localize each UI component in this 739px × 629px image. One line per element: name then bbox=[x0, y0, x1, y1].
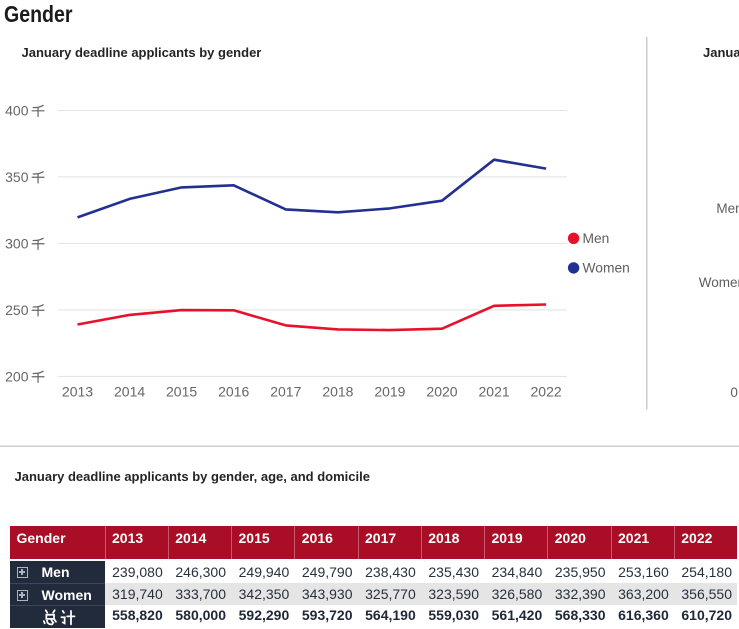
svg-text:2022: 2022 bbox=[531, 383, 562, 399]
svg-text:2013: 2013 bbox=[62, 383, 93, 399]
svg-text:2021: 2021 bbox=[479, 383, 510, 399]
svg-text:2018: 2018 bbox=[322, 383, 353, 399]
svg-text:2016: 2016 bbox=[218, 383, 249, 399]
svg-text:2014: 2014 bbox=[114, 383, 145, 399]
svg-text:2019: 2019 bbox=[374, 383, 405, 399]
svg-text:400: 400 bbox=[5, 103, 29, 119]
svg-text:200: 200 bbox=[5, 369, 29, 385]
svg-text:300: 300 bbox=[5, 236, 29, 252]
svg-text:Women: Women bbox=[583, 261, 630, 276]
svg-text:2020: 2020 bbox=[426, 383, 457, 399]
svg-text:2015: 2015 bbox=[166, 383, 197, 399]
svg-text:Men: Men bbox=[583, 231, 610, 246]
svg-text:250: 250 bbox=[5, 302, 29, 318]
svg-text:350: 350 bbox=[5, 169, 29, 185]
svg-text:2017: 2017 bbox=[270, 383, 301, 399]
